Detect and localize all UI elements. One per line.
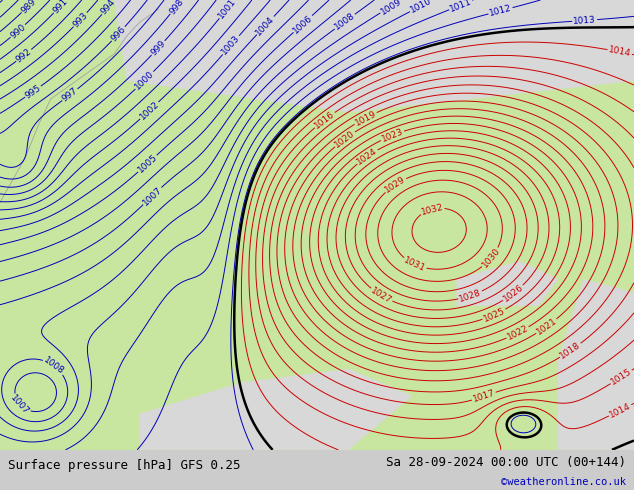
Text: 1019: 1019 xyxy=(353,109,378,127)
Text: 1003: 1003 xyxy=(220,33,242,57)
Text: 991: 991 xyxy=(51,0,70,15)
Text: 1010: 1010 xyxy=(409,0,434,15)
Text: 990: 990 xyxy=(8,22,27,40)
Text: 1024: 1024 xyxy=(355,147,379,167)
Text: 1018: 1018 xyxy=(559,341,583,361)
Text: 989: 989 xyxy=(19,0,38,15)
Text: 992: 992 xyxy=(15,47,34,64)
Text: 1014: 1014 xyxy=(607,45,632,58)
Text: 1007: 1007 xyxy=(141,185,164,207)
Text: 1008: 1008 xyxy=(333,11,357,32)
Text: 1000: 1000 xyxy=(133,69,156,92)
Text: 1005: 1005 xyxy=(136,152,159,174)
Text: 1028: 1028 xyxy=(458,288,482,303)
Text: Sa 28-09-2024 00:00 UTC (00+144): Sa 28-09-2024 00:00 UTC (00+144) xyxy=(386,456,626,469)
Text: 1002: 1002 xyxy=(138,99,161,122)
Text: 994: 994 xyxy=(100,0,117,17)
Text: 1012: 1012 xyxy=(488,3,513,18)
Text: 996: 996 xyxy=(109,24,127,43)
Text: 1025: 1025 xyxy=(482,306,507,323)
Text: 1001: 1001 xyxy=(217,0,238,21)
Text: 1014: 1014 xyxy=(608,401,632,419)
Text: 1011: 1011 xyxy=(448,0,473,14)
Text: 1027: 1027 xyxy=(369,286,394,305)
Text: 1006: 1006 xyxy=(291,13,314,35)
Text: 997: 997 xyxy=(60,86,79,103)
Text: 1031: 1031 xyxy=(403,255,427,273)
Text: 1016: 1016 xyxy=(313,109,337,130)
Text: ©weatheronline.co.uk: ©weatheronline.co.uk xyxy=(501,477,626,487)
Text: Surface pressure [hPa] GFS 0.25: Surface pressure [hPa] GFS 0.25 xyxy=(8,460,240,472)
Text: 1026: 1026 xyxy=(501,283,525,304)
Text: 1023: 1023 xyxy=(380,127,404,144)
Text: 1022: 1022 xyxy=(505,323,530,342)
Text: 1021: 1021 xyxy=(534,316,559,337)
Text: 1017: 1017 xyxy=(472,389,496,404)
Text: 1009: 1009 xyxy=(378,0,403,16)
Text: 995: 995 xyxy=(23,83,42,100)
Text: 993: 993 xyxy=(71,10,89,29)
Text: 1004: 1004 xyxy=(254,14,276,37)
Text: 999: 999 xyxy=(149,39,167,57)
Text: 1030: 1030 xyxy=(480,246,502,270)
Text: 1015: 1015 xyxy=(609,367,633,387)
Text: 1007: 1007 xyxy=(9,393,31,416)
Text: 1013: 1013 xyxy=(573,15,597,26)
Text: 1029: 1029 xyxy=(384,174,408,195)
Text: 1032: 1032 xyxy=(420,202,444,217)
Text: 1008: 1008 xyxy=(42,355,66,376)
Text: 998: 998 xyxy=(167,0,185,16)
Text: 1020: 1020 xyxy=(333,128,357,149)
